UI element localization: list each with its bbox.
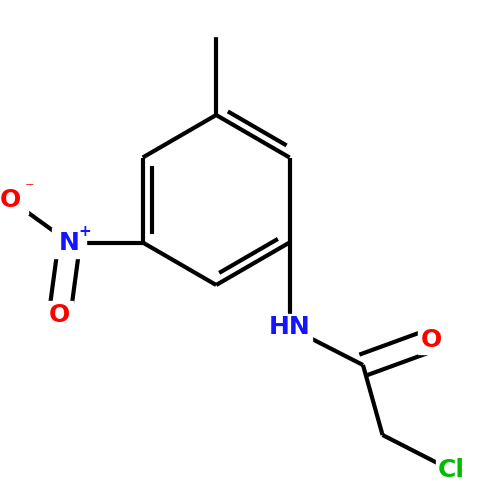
Text: O: O <box>421 328 442 352</box>
Text: O: O <box>0 188 21 212</box>
Bar <box>52 228 86 258</box>
Text: +: + <box>78 224 92 239</box>
Bar <box>436 456 466 484</box>
Text: N: N <box>59 230 80 254</box>
Bar <box>418 326 445 354</box>
Bar <box>46 301 73 329</box>
Text: ⁻: ⁻ <box>24 180 34 198</box>
Text: O: O <box>49 303 70 327</box>
Bar <box>268 314 312 342</box>
Bar <box>0 186 28 214</box>
Bar <box>192 8 240 36</box>
Text: HN: HN <box>268 316 310 340</box>
Text: Cl: Cl <box>438 458 464 482</box>
